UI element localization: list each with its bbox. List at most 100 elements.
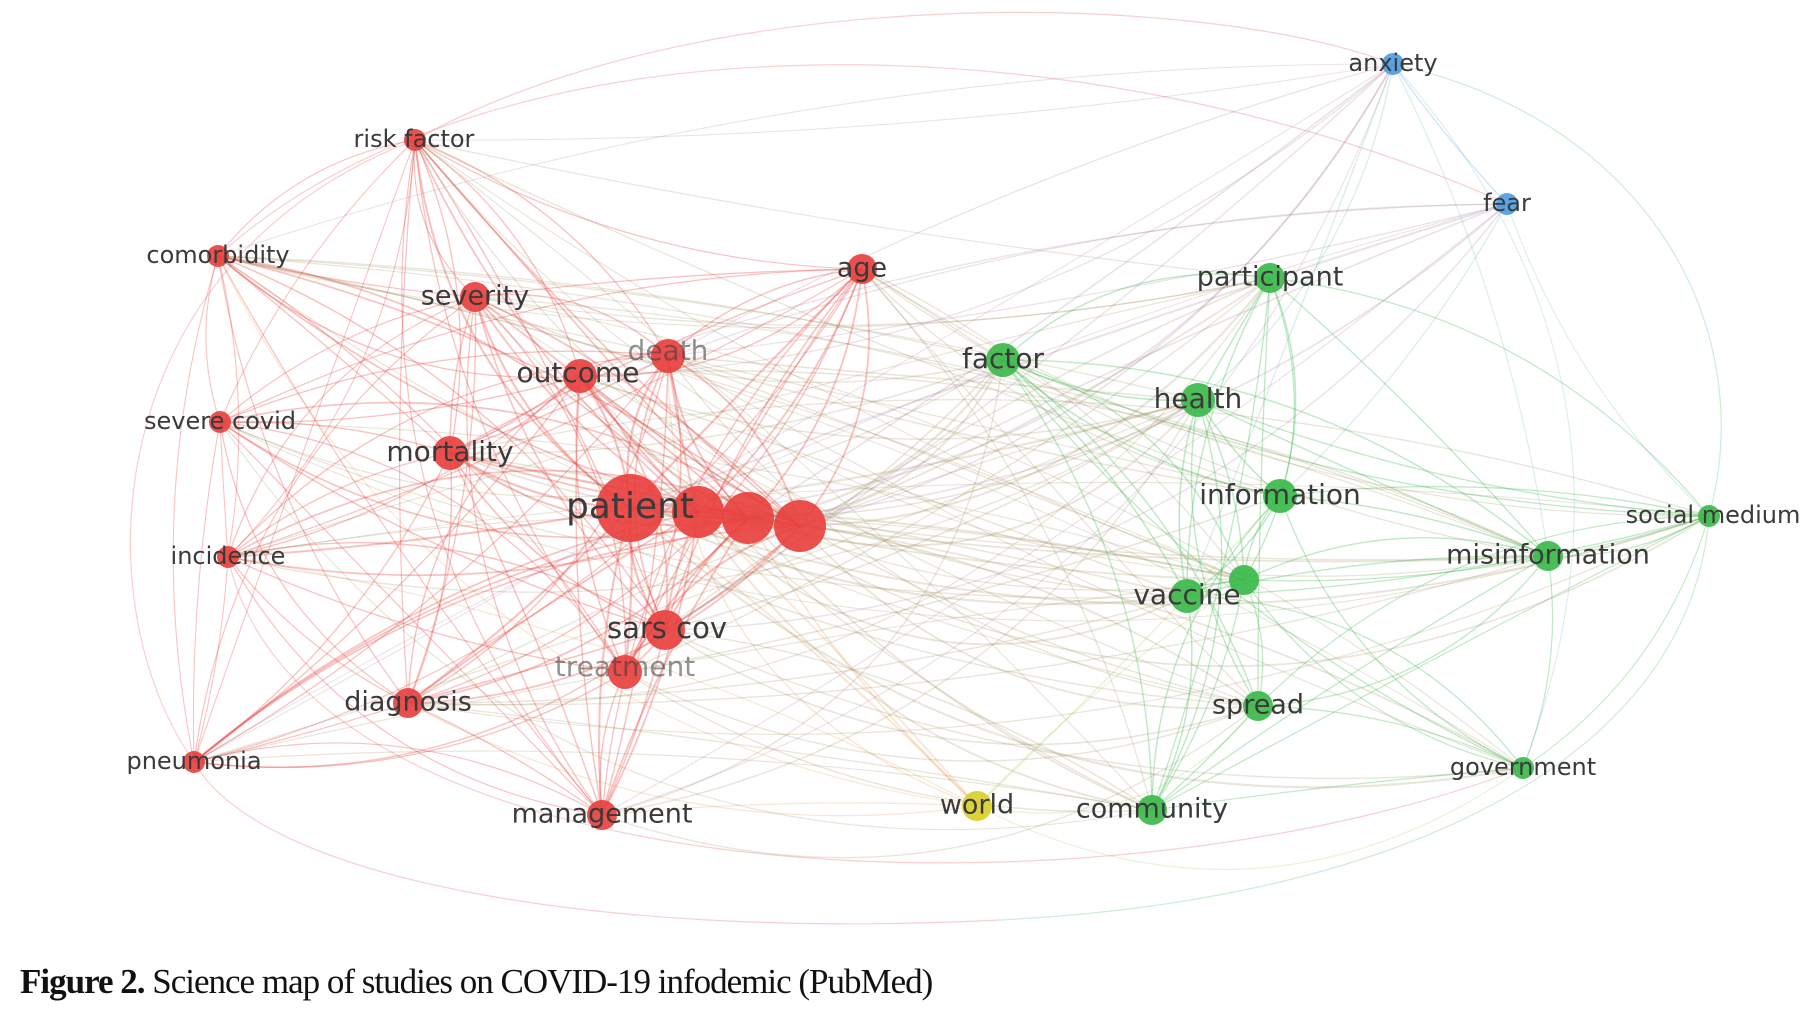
- edge-incidence-participant: [227, 277, 1271, 558]
- node-participant[interactable]: [1255, 263, 1285, 293]
- hull-edge-3: [999, 515, 1710, 921]
- edge-misinformation-social-medium: [1547, 515, 1710, 557]
- node-information[interactable]: [1263, 479, 1297, 513]
- edge-age-unlabeled-green: [861, 268, 1245, 581]
- edge-unlabeled-red-2-government: [747, 517, 1524, 769]
- edge-risk-factor-participant: [414, 139, 1271, 279]
- edge-death-mortality: [449, 355, 669, 454]
- node-treatment[interactable]: [608, 655, 642, 689]
- edge-vaccine-factor: [1002, 359, 1188, 597]
- edge-community-misinformation: [1151, 555, 1549, 811]
- hull-edge-6: [227, 556, 1524, 864]
- edge-factor-participant: [1002, 273, 1271, 361]
- edge-unlabeled-red-1-world: [697, 511, 978, 807]
- edge-risk-factor-severe-covid: [219, 139, 416, 423]
- label-factor: factor: [962, 342, 1045, 375]
- hull-edge-4: [193, 761, 1001, 925]
- node-incidence[interactable]: [217, 546, 239, 568]
- node-anxiety[interactable]: [1382, 53, 1404, 75]
- node-age[interactable]: [847, 254, 877, 284]
- edge-unlabeled-red-1-anxiety: [697, 63, 1394, 513]
- edge-death-pneumonia: [193, 355, 669, 763]
- edge-health-misinformation: [1197, 399, 1549, 557]
- node-misinformation[interactable]: [1533, 541, 1563, 571]
- hull-edge-0: [129, 139, 416, 763]
- node-fear[interactable]: [1496, 193, 1518, 215]
- edge-mortality-fear: [449, 203, 1508, 454]
- edge-death-spread: [667, 355, 1259, 707]
- node-diagnosis[interactable]: [393, 688, 423, 718]
- edge-vaccine-government: [1186, 595, 1524, 769]
- figure-caption: Figure 2. Science map of studies on COVI…: [20, 962, 1720, 1002]
- edge-treatment-information: [624, 495, 1281, 673]
- edge-death-unlabeled-green: [667, 355, 1245, 581]
- edge-unlabeled-red-3-comorbidity: [217, 255, 801, 527]
- edge-information-fear: [1279, 203, 1508, 497]
- edge-unlabeled-red-2-community: [747, 517, 1153, 811]
- edge-treatment-management: [599, 671, 626, 816]
- node-factor[interactable]: [986, 343, 1020, 377]
- edge-government-anxiety: [1392, 63, 1575, 769]
- node-vaccine[interactable]: [1170, 579, 1204, 613]
- edge-community-spread: [1151, 705, 1259, 811]
- edge-sars-cov-community: [664, 629, 1153, 811]
- edge-vaccine-social-medium: [1186, 515, 1710, 597]
- edge-unlabeled-green-social-medium: [1243, 515, 1710, 582]
- node-sars-cov[interactable]: [645, 610, 685, 650]
- edge-comorbidity-spread: [217, 255, 1259, 707]
- edge-community-vaccine: [1151, 595, 1193, 811]
- node-health[interactable]: [1181, 383, 1215, 417]
- node-community[interactable]: [1137, 795, 1167, 825]
- edge-severity-risk-factor: [413, 139, 476, 298]
- node-comorbidity[interactable]: [207, 245, 229, 267]
- edge-treatment-participant: [624, 277, 1271, 673]
- node-unlabeled-red-2[interactable]: [722, 492, 774, 544]
- node-mortality[interactable]: [433, 436, 467, 470]
- edge-incidence-pneumonia: [193, 556, 229, 763]
- node-unlabeled-green[interactable]: [1229, 565, 1259, 595]
- edge-comorbidity-participant: [217, 255, 1271, 329]
- node-death[interactable]: [651, 339, 685, 373]
- edge-pneumonia-health: [193, 399, 1199, 763]
- edge-unlabeled-red-2-diagnosis: [407, 517, 749, 704]
- node-world[interactable]: [962, 791, 992, 821]
- node-outcome[interactable]: [563, 359, 597, 393]
- label-severity: severity: [421, 281, 529, 312]
- edge-death-world: [667, 355, 978, 807]
- edge-unlabeled-red-3-spread: [799, 525, 1259, 710]
- node-patient[interactable]: [596, 474, 664, 542]
- edge-comorbidity-severe-covid: [205, 255, 221, 423]
- node-unlabeled-red-1[interactable]: [672, 486, 724, 538]
- node-unlabeled-red-3[interactable]: [774, 500, 826, 552]
- edge-vaccine-anxiety: [1186, 63, 1394, 597]
- node-social-medium[interactable]: [1698, 505, 1720, 527]
- edge-unlabeled-red-3-severe-covid: [219, 401, 801, 527]
- edge-management-spread: [601, 705, 1259, 859]
- node-risk-factor[interactable]: [404, 129, 426, 151]
- edge-patient-severity: [473, 296, 631, 509]
- edge-sars-cov-diagnosis: [407, 629, 666, 704]
- edge-risk-factor-misinformation: [414, 139, 1549, 577]
- edge-unlabeled-red-2-misinformation: [747, 517, 1549, 563]
- node-spread[interactable]: [1243, 691, 1273, 721]
- edge-age-information: [861, 268, 1281, 497]
- edge-misinformation-anxiety: [1392, 63, 1549, 557]
- label-sars-cov: sars cov: [607, 611, 727, 645]
- node-severity[interactable]: [460, 282, 490, 312]
- edge-comorbidity-pneumonia: [172, 255, 219, 763]
- node-pneumonia[interactable]: [183, 751, 205, 773]
- label-world: world: [940, 790, 1014, 821]
- edge-misinformation-government: [1522, 555, 1554, 769]
- edge-severity-unlabeled-green: [474, 296, 1245, 591]
- edge-sars-cov-severity: [474, 296, 666, 631]
- edge-incidence-social-medium: [227, 481, 1710, 558]
- node-severe-covid[interactable]: [209, 411, 231, 433]
- edge-comorbidity-world: [217, 255, 978, 807]
- edge-severe-covid-diagnosis: [219, 421, 409, 704]
- edge-spread-participant: [1257, 277, 1271, 707]
- edge-diagnosis-social-medium: [407, 515, 1710, 735]
- edge-mortality-risk-factor: [414, 139, 462, 454]
- edge-outcome-comorbidity: [217, 255, 581, 379]
- node-government[interactable]: [1512, 757, 1534, 779]
- node-management[interactable]: [587, 800, 617, 830]
